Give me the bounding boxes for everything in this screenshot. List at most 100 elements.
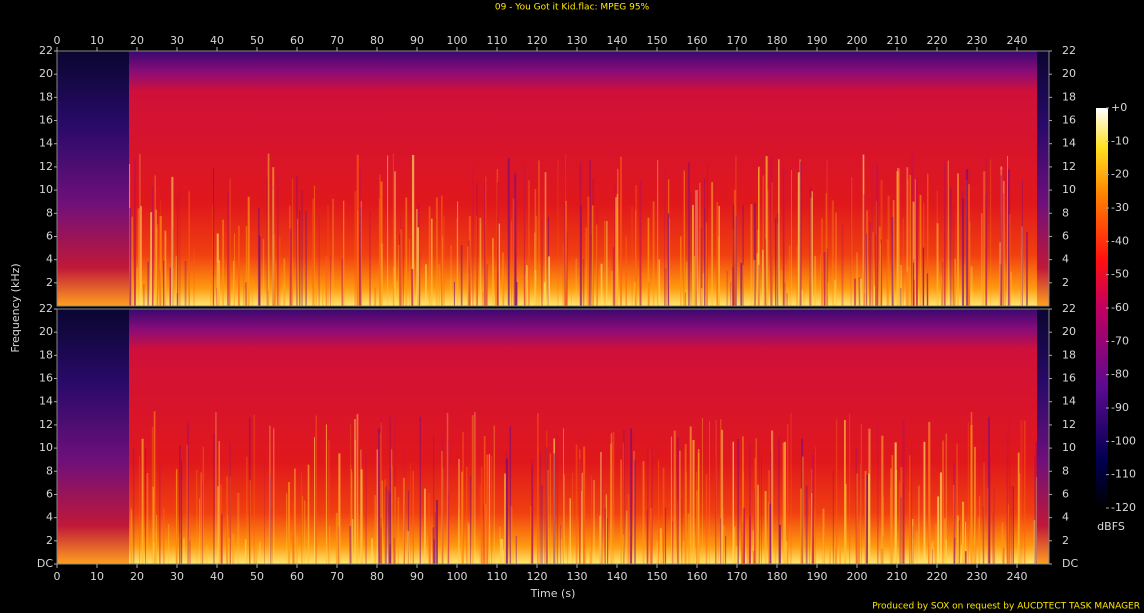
spectral-streak <box>649 449 651 564</box>
spectral-streak <box>583 446 586 564</box>
spectral-streak <box>359 223 361 306</box>
colorbar-tick-label: -50 <box>1111 268 1129 281</box>
spectral-streak <box>494 272 497 306</box>
x-tick-label: 10 <box>90 34 104 47</box>
y-tick-label: 2 <box>46 276 53 289</box>
spectral-streak <box>1010 271 1012 306</box>
spectral-streak <box>449 277 451 306</box>
spectral-streak <box>371 538 374 564</box>
y-tick-label-right: DC <box>1062 557 1078 570</box>
spectral-streak <box>145 448 146 564</box>
spectral-streak <box>381 480 383 564</box>
y-tick-label: 10 <box>39 183 53 196</box>
spectral-streak <box>914 179 916 306</box>
spectral-streak <box>862 154 865 306</box>
spectral-streak <box>156 514 157 564</box>
spectral-streak <box>743 265 744 306</box>
spectral-streak <box>295 536 298 564</box>
spectral-streak <box>740 262 742 306</box>
spectral-streak <box>441 450 443 564</box>
y-tick-label: 20 <box>39 325 53 338</box>
spectral-streak <box>456 218 458 306</box>
spectral-streak <box>193 249 195 306</box>
spectral-streak <box>314 185 315 306</box>
spectral-streak <box>604 220 606 306</box>
spectral-streak <box>579 163 582 306</box>
spectral-streak <box>909 492 910 564</box>
spectral-streak <box>427 493 430 564</box>
y-tick-label-right: 18 <box>1062 348 1076 361</box>
spectral-streak <box>900 264 902 306</box>
spectral-streak <box>524 275 527 306</box>
spectral-streak <box>435 197 438 306</box>
spectral-streak <box>1020 420 1023 564</box>
spectral-streak <box>831 200 834 306</box>
spectral-streak <box>953 484 955 564</box>
spectral-streak <box>769 503 772 564</box>
spectrogram-panel <box>56 308 1050 565</box>
spectral-streak <box>916 178 918 306</box>
spectral-streak <box>544 514 545 564</box>
spectral-streak <box>143 284 145 306</box>
x-tick-label: 120 <box>527 570 548 583</box>
footer: Produced by SOX on request by AUCDTECT T… <box>872 602 1140 612</box>
spectral-streak <box>771 182 773 306</box>
y-tick-label-right: 14 <box>1062 395 1076 408</box>
x-tick-label: 110 <box>487 34 508 47</box>
spectral-streak <box>246 456 248 564</box>
spectral-streak <box>796 246 799 306</box>
spectral-streak <box>392 528 395 564</box>
spectral-streak <box>985 194 988 306</box>
spectral-streak <box>412 155 415 306</box>
spectral-streak <box>479 485 482 564</box>
spectral-streak <box>801 290 803 306</box>
spectral-streak <box>779 524 781 564</box>
spectral-streak <box>433 435 435 564</box>
spectral-streak <box>498 223 500 306</box>
x-tick-label: 70 <box>330 570 344 583</box>
spectral-streak <box>778 159 780 306</box>
y-tick-label-right: 12 <box>1062 418 1076 431</box>
spectral-streak <box>704 178 705 306</box>
spectral-streak <box>956 515 959 564</box>
spectral-streak <box>880 243 881 306</box>
spectral-streak <box>526 265 528 306</box>
spectral-streak <box>1002 547 1005 564</box>
panel-frame <box>56 50 1050 307</box>
spectral-streak <box>781 269 783 306</box>
spectral-streak <box>623 534 625 564</box>
spectral-streak <box>392 267 395 306</box>
x-tick-label: 150 <box>647 570 668 583</box>
spectral-streak <box>604 507 606 564</box>
spectral-streak <box>458 521 460 564</box>
spectral-streak <box>446 413 449 564</box>
spectral-streak <box>941 276 943 306</box>
y-tick-label-right: 6 <box>1062 487 1069 500</box>
spectral-streak <box>238 225 240 306</box>
spectral-streak <box>735 546 738 564</box>
x-tick-label: 0 <box>54 570 61 583</box>
spectral-streak <box>915 531 918 564</box>
spectral-streak <box>889 487 892 564</box>
spectral-streak <box>589 160 591 306</box>
spectral-streak <box>965 293 966 306</box>
spectral-streak <box>141 438 144 564</box>
spectral-streak <box>492 237 494 306</box>
spectral-streak <box>315 415 317 564</box>
spectral-streak <box>1001 522 1004 564</box>
spectral-streak <box>405 197 408 306</box>
spectral-streak <box>1034 455 1036 564</box>
spectral-streak <box>257 207 260 306</box>
spectral-streak <box>886 239 889 306</box>
spectral-streak <box>895 469 897 564</box>
spectral-streak <box>623 430 625 564</box>
spectral-streak <box>365 452 367 564</box>
spectral-streak <box>569 498 571 564</box>
spectral-streak <box>902 217 904 306</box>
y-tick-label-right: 2 <box>1062 276 1069 289</box>
spectral-streak <box>753 259 756 306</box>
spectral-streak <box>950 187 952 306</box>
y-tick-label: 4 <box>46 253 53 266</box>
spectral-streak <box>534 188 537 306</box>
spectral-streak <box>488 454 491 564</box>
